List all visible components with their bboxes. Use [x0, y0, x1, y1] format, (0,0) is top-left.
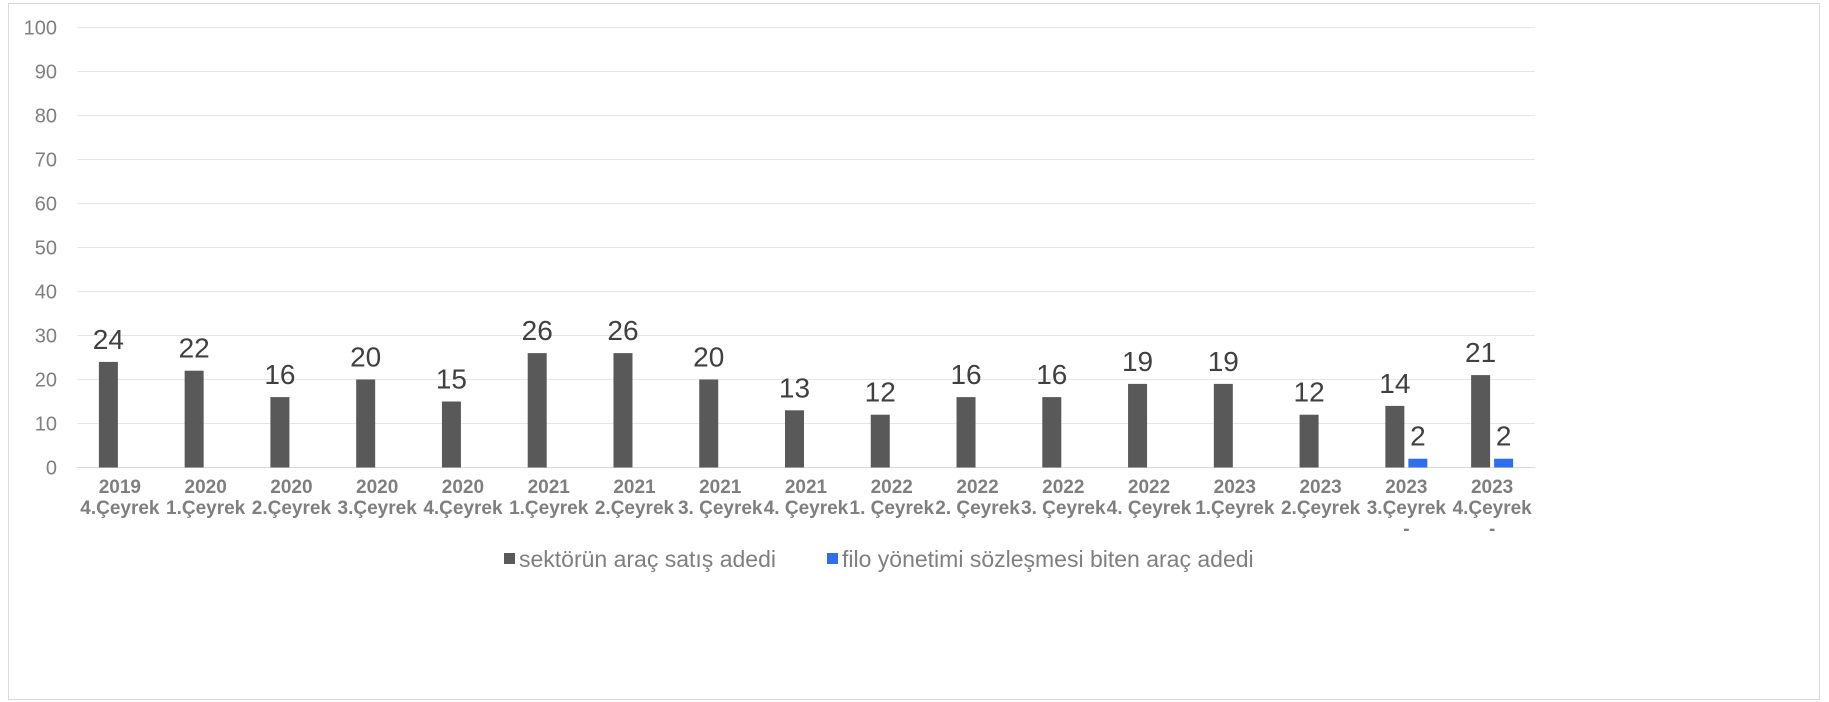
data-label: 2: [1410, 421, 1426, 452]
x-category-label: 2021: [528, 477, 571, 498]
x-category-label: 4.Çeyrek: [1453, 498, 1533, 519]
bar-sales: [1299, 414, 1319, 468]
bar-sales: [441, 401, 461, 468]
bars: [98, 353, 1514, 468]
x-category-label: 4.Çeyrek: [423, 498, 503, 519]
x-category-label: 2020: [185, 477, 227, 498]
x-category-label: 2021: [699, 477, 742, 498]
bar-sales: [98, 361, 118, 468]
x-category-label: 1. Çeyrek: [850, 498, 935, 519]
x-axis-category-labels: 20194.Çeyrek20201.Çeyrek20202.Çeyrek2020…: [80, 477, 1532, 540]
y-tick-label: 60: [35, 194, 57, 216]
x-category-label: 3. Çeyrek: [678, 498, 763, 519]
x-category-label: 3.Çeyrek: [338, 498, 418, 519]
data-label: 16: [950, 359, 981, 390]
y-tick-label: 40: [35, 282, 57, 304]
x-category-label: 2020: [270, 477, 312, 498]
y-tick-label: 10: [35, 414, 57, 436]
y-tick-label: 70: [35, 150, 57, 172]
bar-sales: [699, 379, 719, 468]
x-category-label: 2023: [1214, 477, 1256, 498]
legend-label: sektörün araç satış adedi: [519, 546, 776, 572]
data-label: 12: [865, 377, 896, 408]
x-category-label: 1.Çeyrek: [1195, 498, 1275, 519]
data-label: 19: [1122, 346, 1153, 377]
data-label: 22: [179, 333, 210, 364]
y-axis-tick-labels: 0 10 20 30 40 50 60 70 80 90 100: [24, 18, 57, 480]
x-category-label: 1.Çeyrek: [509, 498, 589, 519]
data-label: 16: [1036, 359, 1067, 390]
bar-sales: [613, 353, 633, 468]
data-label: 20: [350, 342, 381, 373]
bar-contract-ended: [1494, 458, 1514, 468]
bar-sales: [184, 370, 204, 468]
x-category-label: 2022: [1128, 477, 1170, 498]
x-category-label: 2021: [785, 477, 828, 498]
y-tick-label: 30: [35, 326, 57, 348]
x-category-label: 2020: [356, 477, 398, 498]
x-category-label: 2022: [956, 477, 998, 498]
y-tick-label: 50: [35, 238, 57, 260]
x-category-label: 2022: [871, 477, 913, 498]
x-category-label: 2019: [99, 477, 141, 498]
bar-sales: [1128, 383, 1148, 468]
x-category-label: 2022: [1042, 477, 1084, 498]
x-category-label: 1.Çeyrek: [166, 498, 246, 519]
x-category-label: 4. Çeyrek: [1107, 498, 1192, 519]
x-category-label: 2020: [442, 477, 484, 498]
bar-sales: [1385, 405, 1405, 468]
bar-sales: [870, 414, 890, 468]
y-tick-label: 20: [35, 370, 57, 392]
data-label: 13: [779, 372, 810, 403]
data-label: 21: [1465, 337, 1496, 368]
x-category-label: 3. Çeyrek: [1021, 498, 1106, 519]
x-category-label: -: [1403, 519, 1409, 540]
legend-swatch: [504, 553, 515, 564]
x-category-label: 2023: [1299, 477, 1341, 498]
bar-sales: [785, 410, 804, 468]
data-label: 24: [93, 324, 124, 355]
bar-sales: [356, 379, 376, 468]
bar-sales: [1042, 397, 1062, 468]
bar-sales: [1213, 383, 1233, 468]
data-label: 26: [522, 315, 553, 346]
legend-label: filo yönetimi sözleşmesi biten araç aded…: [842, 546, 1254, 572]
legend: sektörün araç satış adedi filo yönetimi s…: [504, 546, 1254, 572]
bar-sales: [270, 397, 290, 468]
x-category-label: 2.Çeyrek: [595, 498, 675, 519]
data-label: 20: [693, 342, 724, 373]
data-label: 2: [1496, 421, 1512, 452]
legend-swatch: [827, 553, 838, 564]
y-tick-label: 100: [24, 18, 57, 40]
x-category-label: 2023: [1471, 477, 1513, 498]
y-tick-label: 0: [46, 458, 57, 480]
chart-area: 0 10 20 30 40 50 60 70 80 90 100 24 22 16 20 15 26 26 20 1…: [8, 3, 1820, 700]
bar-sales: [1471, 375, 1491, 468]
x-category-label: 3.Çeyrek: [1367, 498, 1447, 519]
x-category-label: 2. Çeyrek: [935, 498, 1020, 519]
x-category-label: 2021: [613, 477, 656, 498]
y-tick-label: 80: [35, 106, 57, 128]
data-label: 15: [436, 364, 467, 395]
y-tick-label: 90: [35, 62, 57, 84]
data-label: 16: [264, 359, 295, 390]
data-label: 14: [1379, 368, 1410, 399]
bar-sales: [527, 353, 547, 468]
data-label: 19: [1208, 346, 1239, 377]
x-category-label: 2.Çeyrek: [252, 498, 332, 519]
bar-sales: [956, 397, 976, 468]
x-category-label: -: [1489, 519, 1495, 540]
gridlines: [77, 27, 1535, 468]
x-category-label: 2023: [1385, 477, 1427, 498]
x-category-label: 4.Çeyrek: [80, 498, 160, 519]
bar-contract-ended: [1408, 458, 1428, 468]
x-category-label: 2.Çeyrek: [1281, 498, 1361, 519]
x-category-label: 4. Çeyrek: [764, 498, 849, 519]
data-label: 26: [607, 315, 638, 346]
data-label: 12: [1294, 377, 1325, 408]
